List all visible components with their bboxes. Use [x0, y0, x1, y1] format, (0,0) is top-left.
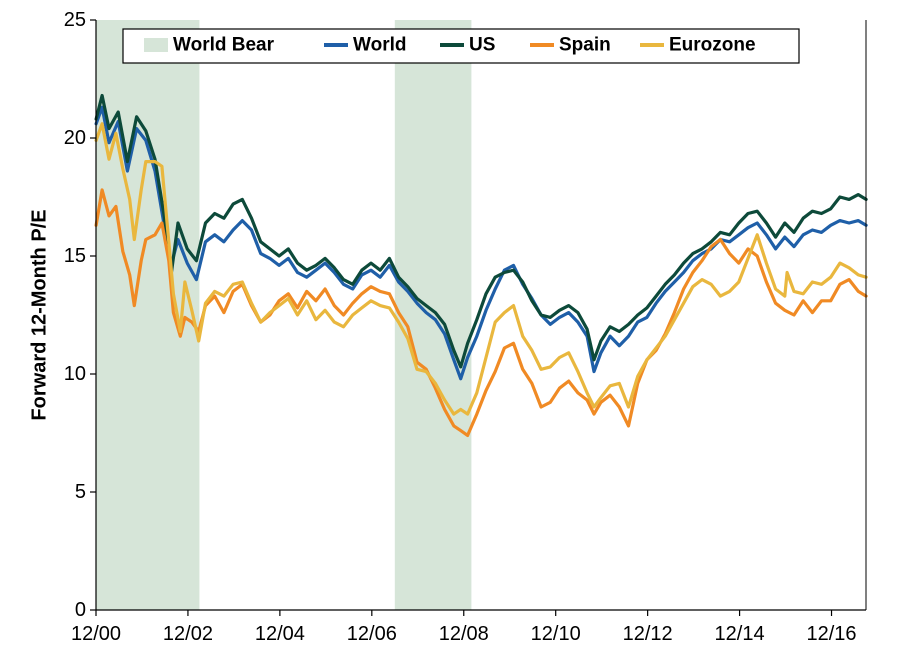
axes [95, 20, 867, 611]
y-tick-label-0: 0 [75, 599, 86, 621]
series-lines [94, 93, 868, 437]
x-tick-label-4: 12/08 [439, 623, 489, 645]
x-tick-label-1: 12/02 [163, 623, 213, 645]
y-tick-label-5: 25 [64, 9, 86, 31]
x-tick-label-7: 12/14 [715, 623, 765, 645]
legend-label-spain: Spain [559, 35, 611, 56]
y-ticks: 0 5 10 15 20 25 [64, 9, 96, 621]
x-tick-label-6: 12/12 [623, 623, 673, 645]
x-ticks: 12/00 12/02 12/04 12/06 12/08 12/10 12/12 12/14… [71, 610, 857, 645]
legend-label-eurozone: Eurozone [669, 35, 756, 56]
series-line-us [94, 93, 868, 369]
x-tick-label-8: 12/16 [806, 623, 856, 645]
bear-market-shading [96, 20, 472, 610]
y-axis-title: Forward 12-Month P/E [28, 209, 50, 420]
legend-label-world-bear: World Bear [173, 35, 275, 56]
legend-swatch-world-bear [144, 38, 168, 52]
x-tick-label-5: 12/10 [531, 623, 581, 645]
legend-label-us: US [469, 35, 495, 56]
y-tick-label-1: 5 [75, 481, 86, 503]
bear-market-band-1 [96, 20, 200, 610]
y-tick-label-4: 20 [64, 127, 86, 149]
series-line-spain [94, 188, 868, 437]
series-line-world [94, 105, 868, 381]
series-line-eurozone [94, 122, 868, 416]
legend-label-world: World [353, 35, 406, 56]
y-tick-label-2: 10 [64, 363, 86, 385]
x-tick-label-2: 12/04 [255, 623, 305, 645]
y-tick-label-3: 15 [64, 245, 86, 267]
bear-market-band-2 [394, 20, 472, 610]
x-tick-label-0: 12/00 [71, 623, 121, 645]
x-tick-label-3: 12/06 [347, 623, 397, 645]
legend: World Bear World US Spain Eurozone [122, 28, 800, 64]
